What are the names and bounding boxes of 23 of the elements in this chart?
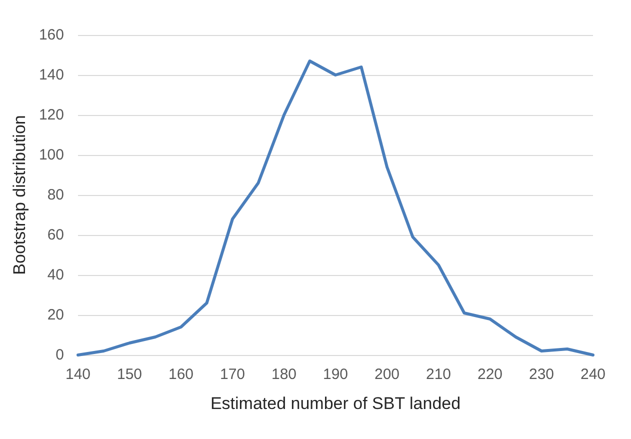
x-tick-label: 220 xyxy=(477,366,503,383)
y-tick-label: 60 xyxy=(47,226,64,244)
x-tick-label: 240 xyxy=(580,366,606,383)
x-tick-label: 140 xyxy=(65,366,91,383)
y-tick-label: 140 xyxy=(38,66,64,84)
y-tick-label: 40 xyxy=(47,266,64,284)
y-tick-label: 100 xyxy=(38,146,64,164)
x-tick-label: 180 xyxy=(271,366,297,383)
x-tick-label: 160 xyxy=(168,366,194,383)
x-tick-label: 210 xyxy=(426,366,452,383)
y-tick-label: 0 xyxy=(56,346,64,364)
y-tick-label: 160 xyxy=(38,26,64,44)
x-tick-label: 170 xyxy=(220,366,246,383)
x-tick-label: 230 xyxy=(528,366,554,383)
y-tick-label: 80 xyxy=(47,186,64,204)
x-axis-title: Estimated number of SBT landed xyxy=(210,394,461,413)
y-tick-label: 120 xyxy=(38,106,64,124)
x-tick-label: 190 xyxy=(322,366,348,383)
x-tick-label: 150 xyxy=(116,366,142,383)
line-series xyxy=(76,60,594,356)
y-tick-label: 20 xyxy=(47,306,64,324)
x-tick-label: 200 xyxy=(374,366,400,383)
y-axis-title: Bootstrap distribution xyxy=(10,115,30,275)
